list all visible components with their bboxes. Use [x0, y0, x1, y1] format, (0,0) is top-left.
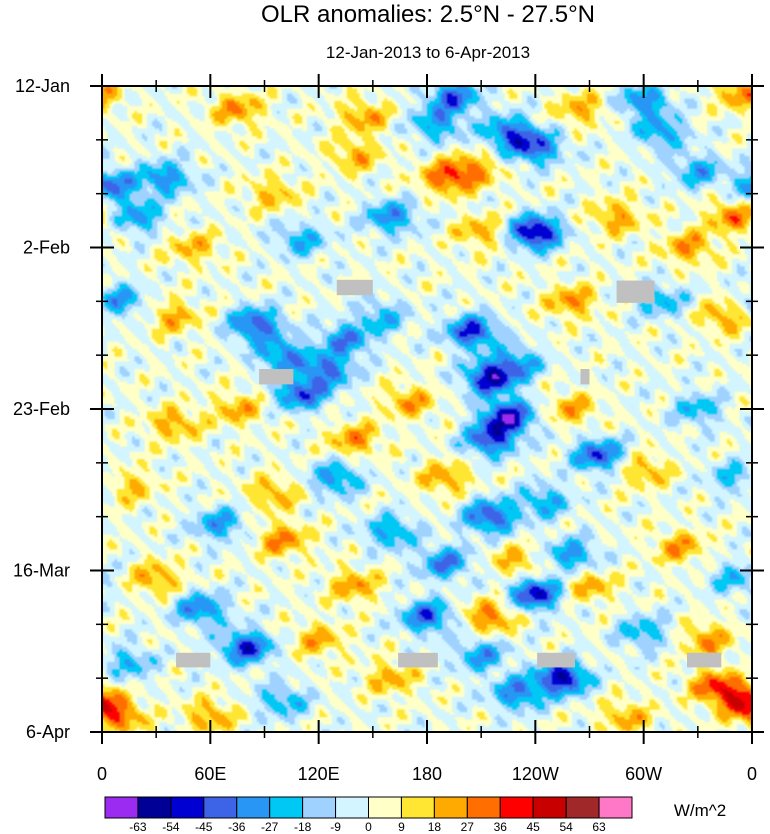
colorbar-swatch [269, 796, 304, 819]
x-tick-label: 120E [298, 764, 340, 784]
missing-data-box [580, 369, 590, 385]
colorbar-swatch [203, 796, 238, 819]
colorbar-swatch [433, 796, 468, 819]
missing-data-box [336, 279, 373, 296]
colorbar-swatch [565, 796, 600, 819]
colorbar-swatch [302, 796, 337, 819]
colorbar-swatch [499, 796, 534, 819]
x-tick-label: 0 [97, 764, 107, 784]
missing-data-box [687, 652, 722, 668]
colorbar-label: -27 [261, 820, 279, 834]
colorbar-swatch [335, 796, 369, 819]
missing-data-layer [176, 279, 722, 668]
x-tick-label: 60W [625, 764, 662, 784]
colorbar-unit: W/m^2 [674, 801, 726, 820]
colorbar-label: -54 [162, 820, 180, 834]
colorbar-label: -9 [330, 820, 341, 834]
colorbar-label: -18 [294, 820, 312, 834]
colorbar-swatch [368, 796, 402, 819]
missing-data-box [176, 652, 211, 668]
colorbar-label: 9 [398, 820, 405, 834]
colorbar-label: -45 [195, 820, 213, 834]
y-tick-label: 16-Mar [13, 561, 70, 581]
x-tick-label: 120W [512, 764, 559, 784]
colorbar-swatch [532, 796, 567, 819]
missing-data-box [537, 652, 576, 668]
y-axis: 12-Jan 2-Feb 23-Feb 16-Mar 6-Apr [13, 76, 764, 742]
heatmap-field [102, 86, 752, 732]
colorbar-label: 63 [592, 820, 606, 834]
colorbar-swatch [236, 796, 271, 819]
y-tick-label: 12-Jan [15, 76, 70, 96]
colorbar-swatch [598, 796, 633, 819]
y-tick-label: 6-Apr [26, 722, 70, 742]
colorbar: -63 -54 -45 -36 -27 -18 -9 0 9 18 27 36 45 54 63 [104, 796, 633, 834]
colorbar-swatch [137, 796, 172, 819]
x-tick-label: 60E [194, 764, 226, 784]
colorbar-label: -36 [228, 820, 246, 834]
y-tick-label: 2-Feb [23, 238, 70, 258]
chart-title: OLR anomalies: 2.5°N - 27.5°N [261, 1, 595, 28]
colorbar-swatch [466, 796, 501, 819]
y-tick-label: 23-Feb [13, 399, 70, 419]
x-tick-label: 0 [747, 764, 757, 784]
colorbar-label: 45 [527, 820, 541, 834]
colorbar-swatch [170, 796, 205, 819]
colorbar-label: 36 [494, 820, 508, 834]
x-tick-label: 180 [412, 764, 442, 784]
colorbar-label: 0 [365, 820, 372, 834]
missing-data-box [259, 369, 294, 385]
chart-subtitle: 12-Jan-2013 to 6-Apr-2013 [326, 43, 530, 62]
colorbar-label: 27 [461, 820, 475, 834]
x-axis: 0 60E 120E 180 120W 60W 0 [97, 74, 757, 784]
missing-data-box [398, 652, 438, 668]
missing-data-box [616, 280, 655, 303]
colorbar-swatch [104, 796, 139, 819]
colorbar-label: 18 [428, 820, 442, 834]
colorbar-label: 54 [559, 820, 573, 834]
heatmap-area [101, 85, 753, 733]
colorbar-label: -63 [129, 820, 147, 834]
colorbar-swatch [400, 796, 435, 819]
